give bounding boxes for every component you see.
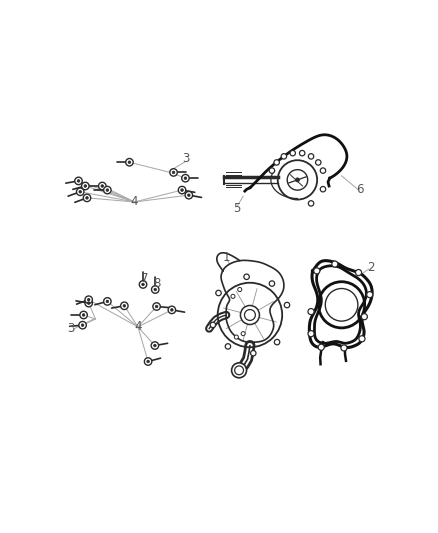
Circle shape	[104, 187, 111, 194]
Circle shape	[244, 310, 255, 320]
Circle shape	[88, 302, 90, 304]
Text: 4: 4	[134, 320, 141, 333]
Circle shape	[281, 154, 286, 159]
Circle shape	[81, 324, 84, 327]
Circle shape	[284, 302, 290, 308]
Circle shape	[225, 344, 231, 349]
Circle shape	[170, 309, 173, 311]
Circle shape	[210, 322, 215, 328]
Circle shape	[128, 161, 131, 164]
Circle shape	[367, 292, 373, 297]
Circle shape	[153, 303, 160, 310]
Circle shape	[184, 177, 187, 180]
Circle shape	[154, 344, 156, 347]
Circle shape	[152, 286, 159, 293]
Circle shape	[232, 363, 247, 378]
Circle shape	[142, 283, 144, 286]
Text: 3: 3	[182, 152, 189, 165]
Text: 8: 8	[153, 277, 160, 290]
Circle shape	[320, 168, 326, 173]
Circle shape	[75, 177, 82, 184]
Circle shape	[181, 189, 184, 191]
Circle shape	[139, 281, 147, 288]
Circle shape	[86, 197, 88, 199]
Circle shape	[106, 300, 109, 303]
Circle shape	[123, 304, 126, 307]
Text: 7: 7	[141, 272, 148, 285]
Text: 4: 4	[131, 196, 138, 208]
Circle shape	[84, 185, 87, 187]
Circle shape	[238, 287, 242, 292]
Circle shape	[155, 305, 158, 308]
Circle shape	[79, 321, 86, 329]
Circle shape	[145, 358, 152, 365]
Circle shape	[81, 182, 89, 190]
Circle shape	[300, 150, 305, 156]
Text: 6: 6	[357, 183, 364, 196]
Circle shape	[80, 311, 87, 319]
Circle shape	[356, 270, 362, 276]
Circle shape	[274, 160, 279, 165]
Circle shape	[308, 154, 314, 159]
Circle shape	[320, 187, 326, 192]
Circle shape	[251, 351, 256, 356]
Circle shape	[231, 294, 235, 298]
Circle shape	[308, 201, 314, 206]
Circle shape	[318, 344, 324, 350]
Circle shape	[126, 158, 133, 166]
Circle shape	[120, 302, 128, 310]
Circle shape	[308, 330, 314, 337]
Circle shape	[77, 180, 80, 182]
Circle shape	[172, 171, 175, 174]
Circle shape	[170, 168, 177, 176]
Circle shape	[269, 281, 275, 286]
Circle shape	[151, 342, 159, 349]
Circle shape	[83, 194, 91, 201]
Circle shape	[154, 288, 156, 291]
Circle shape	[359, 336, 365, 342]
Circle shape	[79, 190, 81, 193]
Text: 3: 3	[67, 322, 75, 335]
Circle shape	[241, 332, 245, 336]
Circle shape	[147, 360, 149, 363]
Circle shape	[104, 297, 111, 305]
Circle shape	[85, 300, 92, 307]
Circle shape	[308, 309, 314, 314]
Circle shape	[274, 340, 280, 345]
Circle shape	[82, 314, 85, 316]
Circle shape	[240, 305, 259, 325]
Circle shape	[295, 178, 300, 182]
Circle shape	[315, 160, 321, 165]
Circle shape	[244, 274, 249, 279]
Circle shape	[99, 182, 106, 190]
Text: 1: 1	[223, 251, 230, 264]
Circle shape	[269, 168, 275, 173]
Text: 5: 5	[233, 201, 240, 215]
Circle shape	[178, 187, 186, 194]
Circle shape	[187, 194, 190, 197]
Circle shape	[106, 189, 109, 191]
Circle shape	[290, 150, 296, 156]
Circle shape	[101, 185, 103, 187]
Circle shape	[341, 345, 347, 351]
Circle shape	[332, 261, 338, 267]
Circle shape	[88, 298, 90, 301]
Circle shape	[361, 313, 367, 320]
Circle shape	[85, 296, 92, 303]
Circle shape	[234, 335, 238, 339]
Circle shape	[182, 174, 189, 182]
Text: 2: 2	[367, 261, 374, 274]
Circle shape	[77, 188, 84, 196]
Circle shape	[216, 290, 221, 296]
Circle shape	[314, 268, 320, 274]
Circle shape	[185, 191, 193, 199]
Circle shape	[168, 306, 176, 313]
